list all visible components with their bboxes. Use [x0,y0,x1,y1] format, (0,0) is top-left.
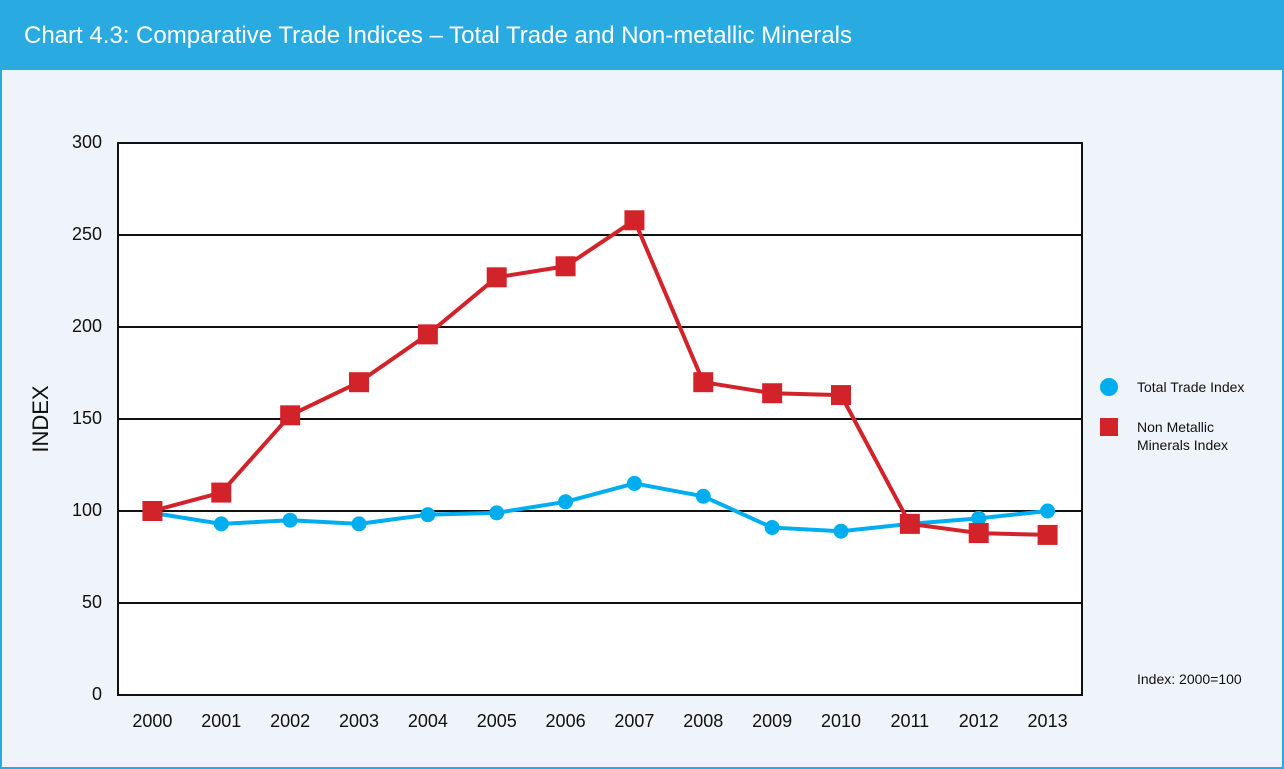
x-tick-label: 2009 [752,711,792,731]
legend-label: Total Trade Index [1137,379,1245,395]
y-tick-label: 0 [92,684,102,704]
legend-label: Non Metallic Minerals Index [1137,419,1229,453]
y-axis-label: INDEX [28,385,53,453]
legend-swatch [1100,378,1118,396]
x-tick-label: 2013 [1028,711,1068,731]
x-tick-label: 2005 [477,711,517,731]
marker [899,513,920,534]
x-tick-label: 2012 [959,711,999,731]
marker [762,383,783,404]
marker [1037,524,1058,545]
x-tick-label: 2003 [339,711,379,731]
marker [693,372,714,393]
marker [213,516,229,532]
chart-title: Chart 4.3: Comparative Trade Indices – T… [2,2,1282,70]
marker [349,372,369,393]
marker [971,510,987,526]
marker [211,482,232,503]
plot-border [117,142,1083,696]
series-line [151,218,1048,537]
marker [968,523,989,544]
marker [489,505,505,521]
x-tick-label: 2007 [614,711,654,731]
marker [555,256,576,277]
x-tick-label: 2000 [132,711,172,731]
y-tick-label: 50 [82,592,102,612]
marker [764,520,780,536]
x-tick-label: 2004 [408,711,448,731]
marker [486,267,507,288]
marker [695,488,711,504]
note: Index: 2000=100 [1137,671,1242,687]
marker [833,523,849,539]
x-tick-label: 2002 [270,711,310,731]
marker [420,507,436,523]
marker [1040,503,1056,519]
marker [417,324,438,345]
x-tick-label: 2010 [821,711,861,731]
legend-swatch [1100,418,1118,436]
x-tick-label: 2001 [201,711,241,731]
x-tick-label: 2008 [683,711,723,731]
marker [280,405,301,426]
y-tick-label: 250 [72,224,102,244]
y-tick-label: 200 [72,316,102,336]
x-tick-label: 2006 [546,711,586,731]
marker [351,516,367,532]
marker [282,512,298,528]
x-tick-label: 2011 [890,711,929,731]
y-tick-label: 150 [72,408,102,428]
y-tick-label: 100 [72,500,102,520]
y-tick-label: 300 [72,132,102,152]
series-line [152,481,1048,534]
marker [626,475,642,491]
marker [831,385,851,406]
marker [558,494,574,510]
marker [624,210,645,231]
marker [142,501,163,521]
